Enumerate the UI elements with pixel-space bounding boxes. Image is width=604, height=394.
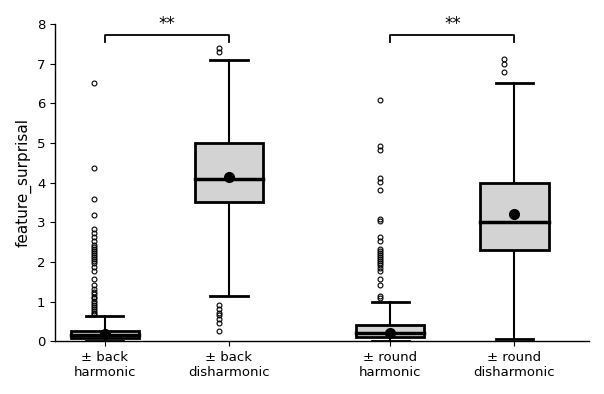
Bar xyxy=(71,331,139,338)
Text: **: ** xyxy=(444,15,461,33)
Y-axis label: feature_surprisal: feature_surprisal xyxy=(15,118,31,247)
Bar xyxy=(356,325,425,337)
Bar xyxy=(194,143,263,203)
Bar xyxy=(480,182,548,250)
Text: **: ** xyxy=(158,15,175,33)
